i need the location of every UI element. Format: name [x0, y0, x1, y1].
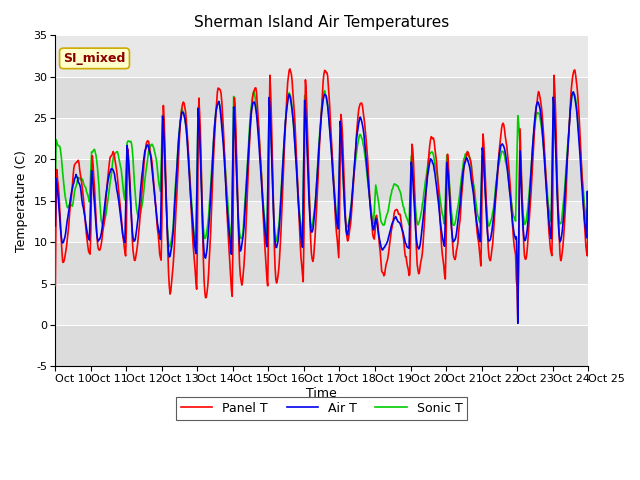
- Panel T: [314, 175, 322, 181]
- Bar: [55, 325, 588, 366]
- Air T: [584, 217, 592, 223]
- Sonic T: [314, 155, 322, 161]
- Line: Panel T: Panel T: [55, 69, 588, 321]
- Air T: [314, 172, 321, 178]
- X-axis label: Time: Time: [307, 387, 337, 400]
- Legend: Panel T, Air T, Sonic T: Panel T, Air T, Sonic T: [176, 396, 467, 420]
- Bar: [55, 284, 588, 325]
- Panel T: [366, 196, 374, 202]
- Air T: [51, 223, 59, 229]
- Sonic T: [367, 202, 374, 208]
- Line: Air T: Air T: [55, 92, 588, 324]
- Bar: [55, 77, 588, 118]
- Sonic T: [166, 244, 174, 250]
- Bar: [55, 242, 588, 284]
- Panel T: [286, 66, 294, 72]
- Sonic T: [51, 198, 59, 204]
- Panel T: [419, 250, 426, 256]
- Bar: [55, 201, 588, 242]
- Air T: [365, 190, 373, 195]
- Air T: [168, 239, 176, 245]
- Title: Sherman Island Air Temperatures: Sherman Island Air Temperatures: [194, 15, 449, 30]
- Air T: [514, 321, 522, 326]
- Text: SI_mixed: SI_mixed: [63, 52, 125, 65]
- Air T: [418, 230, 426, 236]
- Sonic T: [419, 198, 427, 204]
- Panel T: [168, 272, 176, 278]
- Panel T: [537, 99, 545, 105]
- Air T: [191, 246, 199, 252]
- Panel T: [191, 268, 199, 274]
- Panel T: [584, 214, 592, 219]
- Y-axis label: Temperature (C): Temperature (C): [15, 150, 28, 252]
- Sonic T: [192, 240, 200, 246]
- Air T: [570, 89, 577, 95]
- Air T: [536, 106, 544, 111]
- Panel T: [514, 318, 522, 324]
- Bar: [55, 118, 588, 159]
- Sonic T: [321, 88, 328, 94]
- Sonic T: [169, 227, 177, 232]
- Line: Sonic T: Sonic T: [55, 91, 588, 247]
- Sonic T: [584, 239, 592, 245]
- Bar: [55, 36, 588, 77]
- Bar: [55, 159, 588, 201]
- Sonic T: [537, 120, 545, 125]
- Panel T: [51, 283, 59, 288]
